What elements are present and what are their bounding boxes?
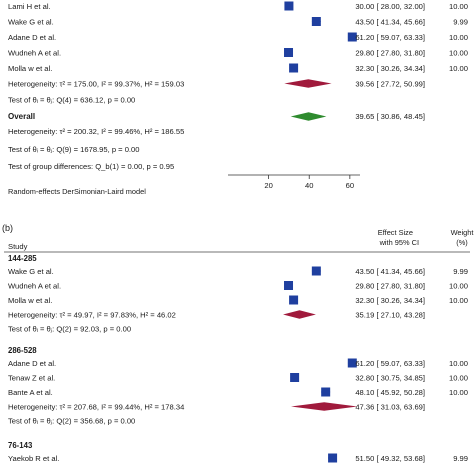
subgroup-heterogeneity: Heterogeneity: τ² = 207.68, I² = 99.44%,… — [8, 403, 184, 412]
col-header-weight-unit: (%) — [456, 238, 468, 247]
study-name: Adane D et al. — [8, 359, 56, 368]
study-weight: 10.00 — [449, 33, 468, 42]
overall-title: Overall — [8, 112, 35, 121]
study-weight: 10.00 — [449, 2, 468, 11]
study-marker — [284, 1, 294, 11]
study-weight: 10.00 — [449, 388, 468, 397]
col-header-effect: Effect Size — [378, 228, 413, 237]
study-marker — [289, 295, 299, 305]
study-name: Wudneh A et al. — [8, 49, 61, 58]
study-effect-ci: 43.50 [ 41.34, 45.66] — [355, 18, 425, 27]
overall-test: Test of θᵢ = θⱼ: Q(9) = 1678.95, p = 0.0… — [8, 145, 140, 154]
study-marker — [347, 32, 357, 42]
col-header-effect-ci: with 95% CI — [379, 238, 419, 247]
study-marker — [311, 266, 321, 276]
study-effect-ci: 61.20 [ 59.07, 63.33] — [355, 33, 425, 42]
study-name: Bante A et al. — [8, 388, 53, 397]
study-name: Molla w et al. — [8, 64, 52, 73]
subgroup-label: 286-528 — [8, 346, 37, 355]
study-effect-ci: 30.00 [ 28.00, 32.00] — [355, 2, 425, 11]
study-name: Adane D et al. — [8, 33, 56, 42]
study-marker — [284, 281, 294, 290]
study-name: Molla w et al. — [8, 296, 52, 305]
subgroup-test: Test of θᵢ = θⱼ: Q(4) = 636.12, p = 0.00 — [8, 96, 135, 105]
study-effect-ci: 29.80 [ 27.80, 31.80] — [355, 49, 425, 58]
subgroup-diamond — [284, 79, 332, 88]
study-marker — [347, 358, 357, 368]
study-marker — [311, 17, 321, 26]
study-weight: 10.00 — [449, 282, 468, 291]
panel-label-b: (b) — [2, 223, 13, 233]
subgroup-label: 76-143 — [8, 441, 33, 450]
study-weight: 9.99 — [453, 267, 468, 276]
study-weight: 10.00 — [449, 64, 468, 73]
study-weight: 10.00 — [449, 374, 468, 383]
col-header-weight: Weight — [451, 228, 474, 237]
subgroup-heterogeneity: Heterogeneity: τ² = 49.97, I² = 97.83%, … — [8, 311, 176, 320]
overall-diamond — [290, 112, 327, 121]
study-marker — [321, 387, 331, 397]
col-header-study: Study — [8, 242, 28, 251]
study-effect-ci: 29.80 [ 27.80, 31.80] — [355, 282, 425, 291]
study-marker — [284, 48, 294, 57]
group-differences-test: Test of group differences: Q_b(1) = 0.00… — [8, 162, 174, 171]
study-effect-ci: 51.50 [ 49.32, 53.68] — [355, 454, 425, 463]
subgroup-test: Test of θᵢ = θⱼ: Q(2) = 356.68, p = 0.00 — [8, 417, 135, 426]
study-weight: 10.00 — [449, 296, 468, 305]
subgroup-effect-ci: 47.36 [ 31.03, 63.69] — [355, 403, 425, 412]
subgroup-effect-ci: 35.19 [ 27.10, 43.28] — [355, 311, 425, 320]
overall-heterogeneity: Heterogeneity: τ² = 200.32, I² = 99.46%,… — [8, 127, 184, 136]
subgroup-diamond — [283, 310, 316, 319]
study-weight: 9.99 — [453, 454, 468, 463]
subgroup-test: Test of θᵢ = θⱼ: Q(2) = 92.03, p = 0.00 — [8, 325, 131, 334]
study-name: Wake G et al. — [8, 18, 54, 27]
x-axis-tick-label: 60 — [346, 181, 354, 190]
subgroup-heterogeneity: Heterogeneity: τ² = 175.00, I² = 99.37%,… — [8, 80, 184, 89]
study-weight: 9.99 — [453, 18, 468, 27]
study-effect-ci: 32.30 [ 30.26, 34.34] — [355, 296, 425, 305]
study-effect-ci: 43.50 [ 41.34, 45.66] — [355, 267, 425, 276]
study-name: Yaekob R et al. — [8, 454, 59, 463]
subgroup-label: 144-285 — [8, 254, 37, 263]
study-name: Lami H et al. — [8, 2, 51, 11]
study-name: Wudneh A et al. — [8, 282, 61, 291]
study-effect-ci: 32.30 [ 30.26, 34.34] — [355, 64, 425, 73]
study-marker — [290, 373, 300, 382]
study-effect-ci: 32.80 [ 30.75, 34.85] — [355, 374, 425, 383]
overall-effect-ci: 39.65 [ 30.86, 48.45] — [355, 112, 425, 121]
study-marker — [328, 453, 338, 463]
study-name: Tenaw Z et al. — [8, 374, 55, 383]
x-axis-tick-label: 40 — [305, 181, 313, 190]
study-marker — [289, 63, 299, 73]
study-effect-ci: 61.20 [ 59.07, 63.33] — [355, 359, 425, 368]
study-weight: 10.00 — [449, 49, 468, 58]
x-axis-tick-label: 20 — [264, 181, 272, 190]
study-weight: 10.00 — [449, 359, 468, 368]
subgroup-diamond — [291, 402, 358, 411]
study-name: Wake G et al. — [8, 267, 54, 276]
subgroup-effect-ci: 39.56 [ 27.72, 50.99] — [355, 80, 425, 89]
study-effect-ci: 48.10 [ 45.92, 50.28] — [355, 388, 425, 397]
model-note: Random-effects DerSimonian-Laird model — [8, 187, 146, 196]
